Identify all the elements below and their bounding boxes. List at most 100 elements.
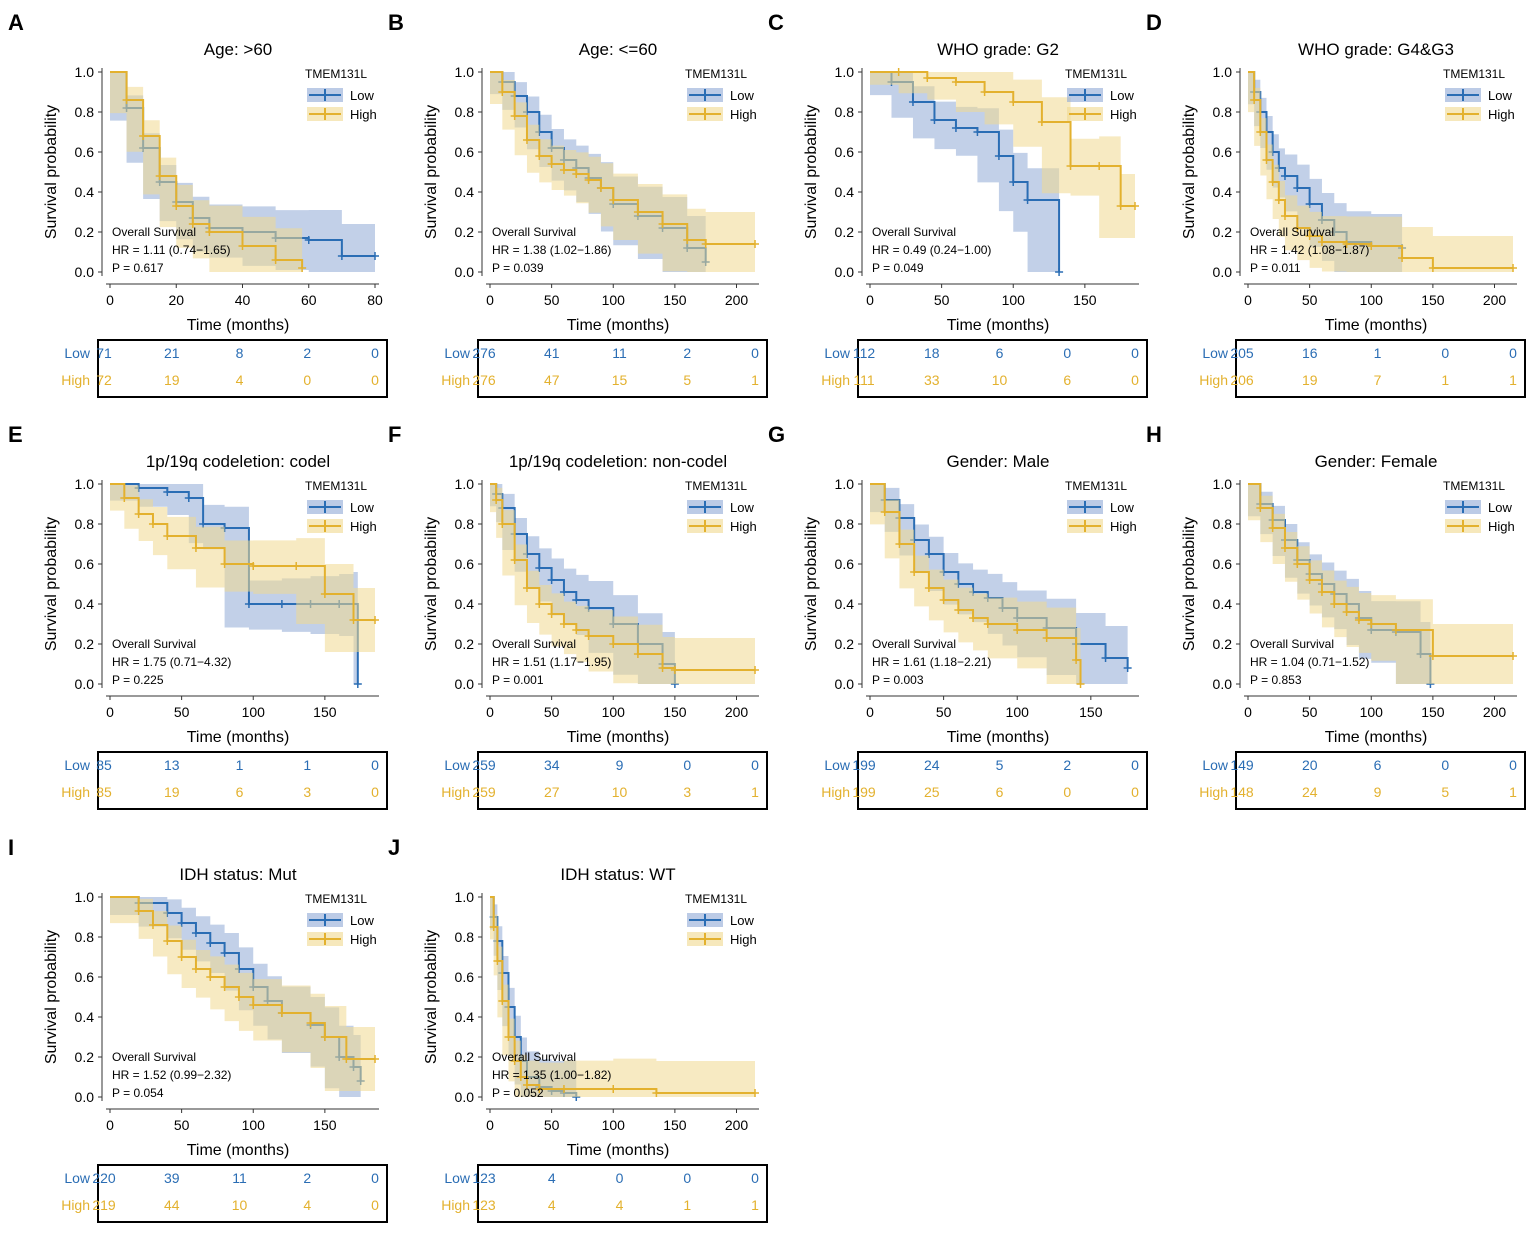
risk-count-low: 199	[852, 757, 876, 773]
os-label: Overall Survival	[872, 225, 956, 239]
p-value-text: P = 0.617	[112, 261, 164, 275]
risk-count-low: 41	[544, 345, 560, 361]
censor-mark	[249, 562, 258, 570]
risk-label-low: Low	[444, 1170, 471, 1186]
risk-count-low: 259	[472, 757, 496, 773]
risk-label-high: High	[61, 372, 90, 388]
y-tick-label: 0.4	[835, 184, 855, 200]
risk-count-low: 1	[1374, 345, 1382, 361]
risk-count-low: 0	[751, 1170, 759, 1186]
os-label: Overall Survival	[112, 225, 196, 239]
legend-key-low	[689, 501, 721, 513]
risk-label-high: High	[441, 372, 470, 388]
legend-label-low: Low	[1110, 88, 1134, 103]
chart-title: Gender: Male	[947, 452, 1050, 471]
risk-count-high: 0	[303, 372, 311, 388]
legend-title: TMEM131L	[305, 67, 367, 81]
panel-letter: H	[1146, 422, 1162, 447]
risk-count-high: 19	[164, 784, 180, 800]
legend-title: TMEM131L	[1065, 479, 1127, 493]
risk-count-low: 220	[92, 1170, 116, 1186]
risk-count-low: 39	[164, 1170, 180, 1186]
legend-label-high: High	[350, 519, 377, 534]
censor-mark	[658, 220, 667, 228]
x-tick-label: 150	[1079, 704, 1103, 720]
legend-key-high	[1447, 108, 1479, 120]
risk-count-low: 11	[232, 1170, 247, 1186]
panel-letter: F	[388, 422, 401, 447]
censor-mark	[670, 666, 679, 674]
panel-letter: E	[8, 422, 23, 447]
x-tick-label: 100	[602, 292, 626, 308]
risk-label-low: Low	[1202, 757, 1229, 773]
x-tick-label: 50	[544, 704, 560, 720]
risk-label-low: Low	[1202, 345, 1229, 361]
risk-count-low: 34	[544, 757, 560, 773]
censor-mark	[1293, 184, 1302, 192]
legend-key-high	[309, 520, 341, 532]
censor-mark	[510, 556, 519, 564]
x-tick-label: 50	[934, 292, 950, 308]
censor-mark	[951, 78, 960, 86]
legend-key-low	[689, 89, 721, 101]
risk-count-high: 24	[1302, 784, 1318, 800]
y-axis-label: Survival probability	[43, 105, 60, 239]
y-tick-label: 0.2	[455, 224, 475, 240]
p-value-text: P = 0.003	[872, 673, 924, 687]
p-value-text: P = 0.049	[872, 261, 924, 275]
censor-mark	[559, 166, 568, 174]
y-axis-label: Survival probability	[43, 930, 60, 1064]
p-value-text: P = 0.011	[1250, 261, 1301, 275]
censor-mark	[1398, 254, 1407, 262]
risk-count-high: 15	[612, 372, 628, 388]
y-tick-label: 0.6	[455, 556, 475, 572]
censor-mark	[633, 650, 642, 658]
censor-mark	[238, 242, 247, 250]
risk-count-high: 27	[544, 784, 560, 800]
y-tick-label: 0.2	[455, 636, 475, 652]
censor-mark	[510, 112, 519, 120]
y-tick-label: 0.2	[455, 1049, 475, 1065]
risk-label-low: Low	[824, 345, 851, 361]
risk-table-frame	[97, 339, 388, 398]
y-tick-label: 0.8	[75, 516, 95, 532]
risk-count-high: 0	[371, 784, 379, 800]
ci-band-high	[110, 897, 375, 1091]
censor-mark	[1509, 652, 1517, 660]
risk-count-low: 0	[1441, 757, 1449, 773]
censor-mark	[342, 1055, 351, 1063]
censor-mark	[547, 610, 556, 618]
y-tick-label: 0.8	[75, 929, 95, 945]
risk-count-high: 1	[751, 784, 759, 800]
ci-band-high	[870, 484, 1081, 684]
y-tick-label: 0.8	[455, 104, 475, 120]
km-curve-high	[110, 71, 304, 268]
risk-count-low: 149	[1230, 757, 1254, 773]
censor-mark	[163, 532, 172, 540]
censor-mark	[547, 576, 556, 584]
censor-mark	[492, 496, 501, 504]
x-tick-label: 0	[1244, 704, 1252, 720]
legend-label-low: Low	[730, 913, 754, 928]
x-tick-label: 50	[1302, 292, 1318, 308]
y-tick-label: 0.8	[75, 104, 95, 120]
censor-mark	[320, 1033, 329, 1041]
censor-mark	[498, 997, 507, 1005]
censor-mark	[1317, 588, 1326, 596]
censor-mark	[191, 929, 200, 937]
risk-count-low: 0	[1131, 757, 1139, 773]
risk-count-low: 1	[236, 757, 244, 773]
y-tick-label: 0.4	[455, 184, 475, 200]
legend-title: TMEM131L	[685, 892, 747, 906]
censor-mark	[220, 560, 229, 568]
y-tick-label: 0.2	[835, 224, 855, 240]
censor-mark	[371, 1055, 379, 1063]
censor-mark	[930, 116, 939, 124]
x-tick-label: 150	[663, 292, 687, 308]
risk-count-low: 85	[96, 757, 112, 773]
x-tick-label: 50	[936, 704, 952, 720]
x-tick-label: 0	[1244, 292, 1252, 308]
